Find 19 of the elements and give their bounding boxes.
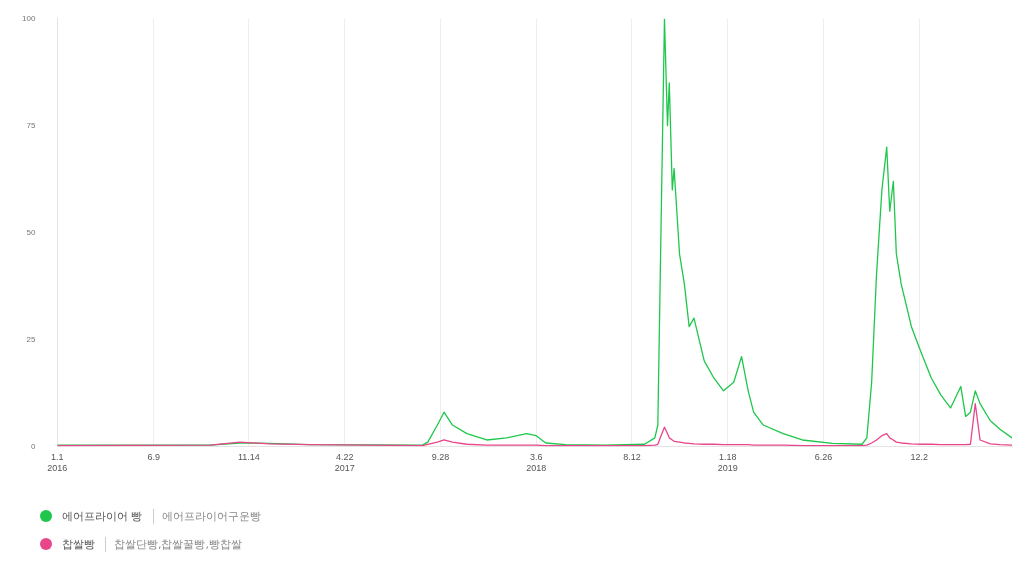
x-tick-label: 3.6 2018 — [526, 452, 547, 474]
x-tick-label: 12.2 — [910, 452, 929, 463]
y-tick-label: 75 — [26, 120, 36, 130]
x-tick-label: 4.22 2017 — [334, 452, 355, 474]
x-tick-label: 8.12 — [623, 452, 641, 463]
legend-label: 에어프라이어 빵 — [62, 508, 143, 524]
x-tick-label: 9.28 — [431, 452, 450, 463]
legend-label: 찹쌀빵 — [62, 536, 95, 552]
x-tick-label: 6.9 — [147, 452, 160, 463]
y-tick-label: 50 — [26, 227, 36, 237]
x-tick-label: 1.18 2019 — [717, 452, 738, 474]
x-tick-label: 6.26 — [814, 452, 833, 463]
x-tick-label: 11.14 — [237, 452, 260, 463]
y-tick-label: 100 — [21, 14, 36, 23]
y-tick-label: 0 — [30, 441, 36, 451]
y-tick-label: 25 — [26, 334, 36, 344]
x-tick-label: 1.1 2016 — [47, 452, 68, 474]
text: 에어프라이어구운빵 — [152, 508, 261, 524]
text: 찹쌀단빵,찹쌀꿀빵,빵찹쌀 — [105, 536, 242, 552]
